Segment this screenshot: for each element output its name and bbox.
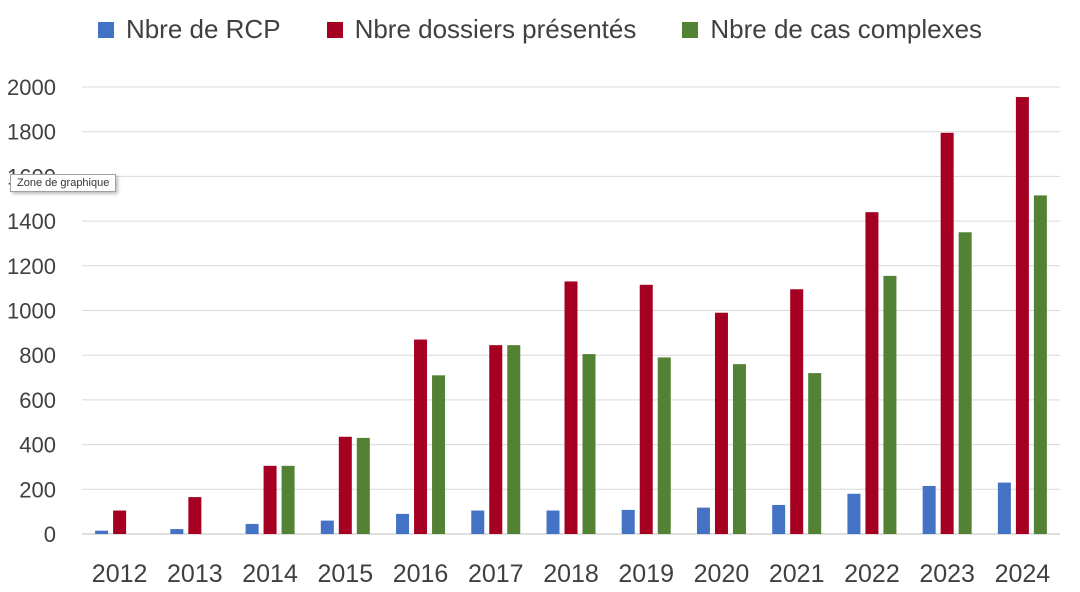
bar[interactable] [245, 523, 259, 534]
x-tick-label: 2016 [393, 560, 449, 588]
bar[interactable] [883, 275, 897, 534]
bar[interactable] [396, 513, 410, 534]
legend-label: Nbre de RCP [125, 14, 281, 44]
bar[interactable] [922, 485, 936, 534]
legend-swatch [682, 21, 699, 38]
legend-item[interactable]: Nbre de cas complexes [682, 14, 982, 45]
y-tick-label: 0 [44, 522, 56, 547]
chart-area-tooltip: Zone de graphique [10, 174, 117, 192]
bar[interactable] [95, 530, 109, 534]
legend-label: Nbre dossiers présentés [354, 14, 637, 44]
legend-item[interactable]: Nbre dossiers présentés [326, 14, 637, 45]
x-axis-labels: 2012 2013 2014 2015 2016 2017 2018 2019 2020 2021… [92, 560, 1050, 588]
bars [95, 97, 1047, 535]
bar[interactable] [639, 284, 653, 534]
bar[interactable] [865, 212, 879, 534]
bar[interactable] [808, 373, 822, 534]
y-tick-label: 1800 [7, 120, 56, 145]
x-tick-label: 2024 [995, 560, 1051, 588]
bar[interactable] [997, 482, 1011, 534]
bar[interactable] [113, 510, 127, 534]
bar[interactable] [714, 312, 728, 534]
y-tick-label: 1400 [7, 209, 56, 234]
legend-item[interactable]: Nbre de RCP [97, 14, 281, 45]
x-tick-label: 2012 [92, 560, 148, 588]
bar[interactable] [320, 520, 334, 534]
x-tick-label: 2014 [242, 560, 298, 588]
bar[interactable] [582, 354, 596, 534]
bar[interactable] [847, 493, 861, 534]
y-tick-label: 600 [19, 388, 56, 413]
bar[interactable] [564, 281, 578, 534]
x-tick-label: 2017 [468, 560, 524, 588]
bar[interactable] [621, 509, 635, 534]
chart-legend: Nbre de RCP Nbre dossiers présentés Nbre d… [0, 14, 1080, 45]
bar[interactable] [489, 345, 503, 534]
x-tick-label: 2020 [694, 560, 750, 588]
x-tick-label: 2022 [844, 560, 900, 588]
bar[interactable] [696, 507, 710, 534]
y-tick-label: 1000 [7, 299, 56, 324]
bar[interactable] [732, 364, 746, 534]
y-tick-label: 200 [19, 477, 56, 502]
bar[interactable] [958, 232, 972, 534]
bar[interactable] [507, 345, 521, 534]
bar[interactable] [414, 339, 428, 534]
bar[interactable] [432, 375, 446, 534]
bar[interactable] [281, 465, 295, 534]
bar[interactable] [657, 357, 671, 534]
bar[interactable] [170, 529, 184, 534]
y-tick-label: 2000 [7, 75, 56, 100]
y-axis-ticks: 0200400600800100012001400160018002000 [7, 75, 56, 547]
x-tick-label: 2018 [543, 560, 599, 588]
x-tick-label: 2019 [618, 560, 674, 588]
x-tick-label: 2015 [317, 560, 373, 588]
bar[interactable] [356, 437, 370, 534]
x-tick-label: 2013 [167, 560, 223, 588]
legend-swatch [326, 21, 343, 38]
y-tick-label: 400 [19, 433, 56, 458]
y-tick-label: 1200 [7, 254, 56, 279]
bar[interactable] [790, 289, 804, 534]
bar[interactable] [263, 465, 277, 534]
bar[interactable] [1015, 97, 1029, 535]
x-tick-label: 2021 [769, 560, 825, 588]
bar[interactable] [940, 132, 954, 534]
bar[interactable] [188, 497, 202, 534]
bar[interactable] [338, 436, 352, 534]
legend-swatch [97, 21, 114, 38]
y-tick-label: 800 [19, 343, 56, 368]
bar[interactable] [1033, 195, 1047, 534]
x-tick-label: 2023 [919, 560, 975, 588]
bar[interactable] [546, 510, 560, 534]
bar[interactable] [772, 504, 786, 534]
bar[interactable] [471, 510, 485, 534]
legend-label: Nbre de cas complexes [710, 14, 983, 44]
